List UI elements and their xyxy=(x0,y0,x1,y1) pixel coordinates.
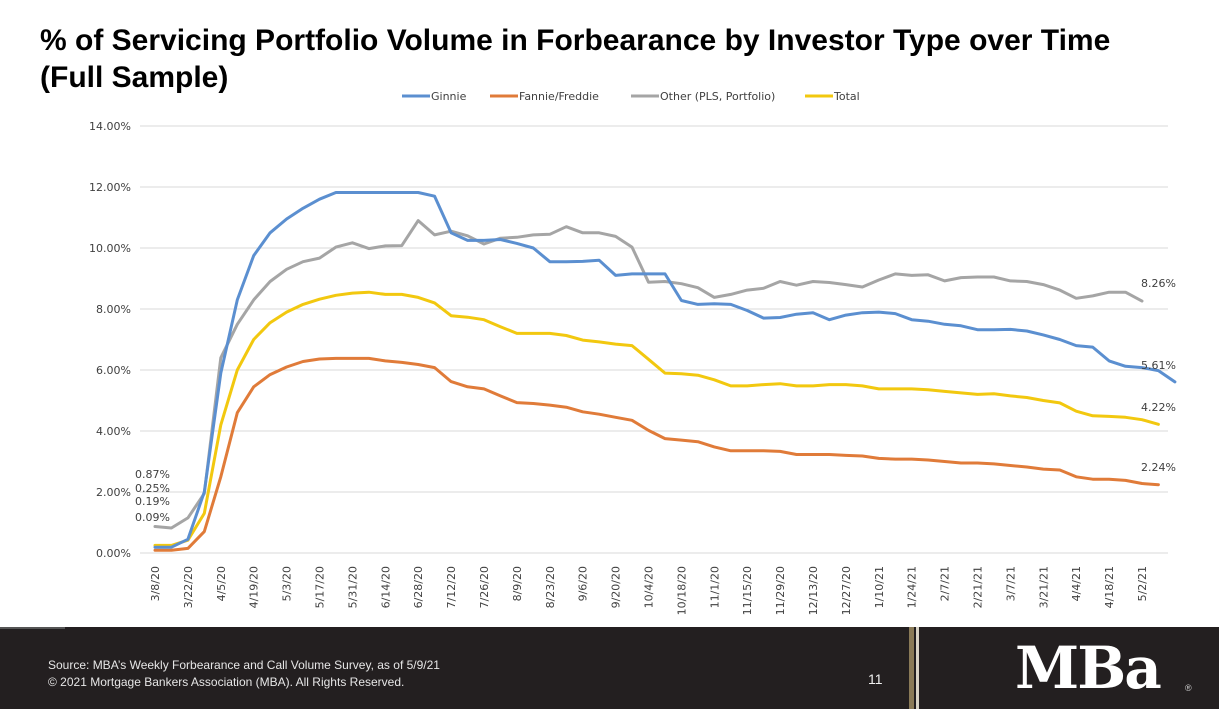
x-tick-label: 11/29/20 xyxy=(774,566,787,615)
x-tick-label: 1/10/21 xyxy=(873,566,886,608)
registered-mark: ® xyxy=(1185,683,1192,693)
x-axis-ticks: 3/8/20 3/22/20 4/5/20 4/19/20 5/3/20 5/17/20 5… xyxy=(149,566,1149,615)
forbearance-line-chart: 0.00% 2.00% 4.00% 6.00% 8.00% 10.00% 12.00% 14.… xyxy=(89,90,1177,615)
x-tick-label: 6/14/20 xyxy=(379,566,392,608)
x-tick-label: 3/22/20 xyxy=(182,566,195,608)
source-line: Source: MBA’s Weekly Forbearance and Cal… xyxy=(48,658,440,672)
legend-label: Other (PLS, Portfolio) xyxy=(660,90,775,103)
x-tick-label: 3/7/21 xyxy=(1004,566,1017,601)
x-tick-label: 4/19/20 xyxy=(248,566,261,608)
x-tick-label: 5/31/20 xyxy=(346,566,359,608)
series-line-fannie-freddie xyxy=(153,356,1160,552)
x-tick-label: 4/4/21 xyxy=(1070,566,1083,601)
x-tick-label: 7/12/20 xyxy=(445,566,458,608)
start-value-label: 0.87% xyxy=(135,468,170,481)
legend: Ginnie Fannie/Freddie Other (PLS, Portfoli… xyxy=(402,90,860,103)
series-line-total xyxy=(153,290,1160,547)
y-tick-label: 14.00% xyxy=(89,120,131,133)
data-labels: 0.87%0.25%0.19% 0.09% 5.61% 2.24% 8.26% 4.22% xyxy=(135,277,1176,524)
gridlines xyxy=(140,125,1168,554)
start-value-label: 0.25% xyxy=(135,482,170,495)
x-tick-label: 5/17/20 xyxy=(314,566,327,608)
x-tick-label: 9/6/20 xyxy=(577,566,590,601)
x-tick-label: 6/28/20 xyxy=(412,566,425,608)
end-value-label: 4.22% xyxy=(1141,401,1176,414)
end-value-label: 8.26% xyxy=(1141,277,1176,290)
slide-title-line2: (Full Sample) xyxy=(40,61,229,94)
footer-divider-light xyxy=(916,627,919,709)
y-axis-ticks: 0.00% 2.00% 4.00% 6.00% 8.00% 10.00% 12.00% 14.… xyxy=(89,120,131,560)
source-note: Source: MBA’s Weekly Forbearance and Cal… xyxy=(48,657,440,691)
x-tick-label: 12/13/20 xyxy=(807,566,820,615)
page-number: 11 xyxy=(868,671,883,687)
footer-accent-line xyxy=(0,627,65,629)
copyright-line: © 2021 Mortgage Bankers Association (MBA… xyxy=(48,675,405,689)
x-tick-label: 10/4/20 xyxy=(643,566,656,608)
legend-label: Ginnie xyxy=(431,90,467,103)
x-tick-label: 4/18/21 xyxy=(1103,566,1116,608)
x-tick-label: 11/15/20 xyxy=(741,566,754,615)
end-value-label: 2.24% xyxy=(1141,461,1176,474)
x-tick-label: 1/24/21 xyxy=(906,566,919,608)
x-tick-label: 2/7/21 xyxy=(939,566,952,601)
slide-title-line1: % of Servicing Portfolio Volume in Forbe… xyxy=(40,24,1111,57)
end-value-label: 5.61% xyxy=(1141,359,1176,372)
y-tick-label: 6.00% xyxy=(96,364,131,377)
start-value-label: 0.09% xyxy=(135,511,170,524)
x-tick-label: 7/26/20 xyxy=(478,566,491,608)
x-tick-label: 2/21/21 xyxy=(972,566,985,608)
x-tick-label: 9/20/20 xyxy=(610,566,623,608)
y-tick-label: 2.00% xyxy=(96,486,131,499)
footer-divider-gold xyxy=(909,627,914,709)
series-line-other-pls-portfolio xyxy=(153,219,1144,530)
footer-bar xyxy=(0,627,1219,709)
x-tick-label: 12/27/20 xyxy=(840,566,853,615)
mba-logo: MBa xyxy=(1015,634,1162,702)
y-tick-label: 0.00% xyxy=(96,547,131,560)
x-tick-label: 3/8/20 xyxy=(149,566,162,601)
y-tick-label: 12.00% xyxy=(89,181,131,194)
y-tick-label: 10.00% xyxy=(89,242,131,255)
x-tick-label: 5/3/20 xyxy=(281,566,294,601)
legend-label: Total xyxy=(833,90,860,103)
y-tick-label: 4.00% xyxy=(96,425,131,438)
x-tick-label: 10/18/20 xyxy=(675,566,688,615)
slide-title: % of Servicing Portfolio Volume in Forbe… xyxy=(40,22,1110,96)
x-tick-label: 3/21/21 xyxy=(1037,566,1050,608)
series-lines xyxy=(153,191,1177,552)
series-line-ginnie xyxy=(153,191,1177,549)
x-tick-label: 4/5/20 xyxy=(215,566,228,601)
x-tick-label: 5/2/21 xyxy=(1136,566,1149,601)
x-tick-label: 8/9/20 xyxy=(511,566,524,601)
x-tick-label: 8/23/20 xyxy=(544,566,557,608)
legend-label: Fannie/Freddie xyxy=(519,90,599,103)
y-tick-label: 8.00% xyxy=(96,303,131,316)
x-tick-label: 11/1/20 xyxy=(708,566,721,608)
start-value-label: 0.19% xyxy=(135,495,170,508)
